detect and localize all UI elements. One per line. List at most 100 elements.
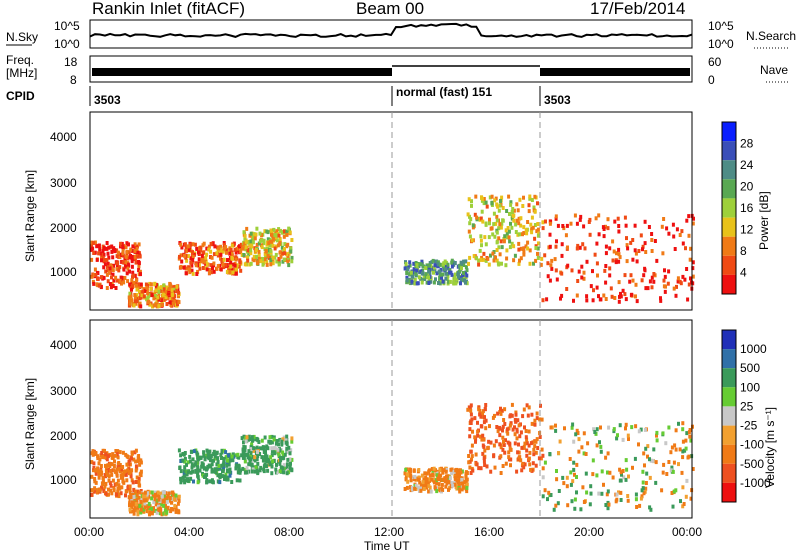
power-cell-6-212 xyxy=(606,217,610,222)
power-cell-1-208 xyxy=(162,283,166,288)
velocity-ytick-2000: 2000 xyxy=(50,429,77,443)
velocity-cell-4-189 xyxy=(431,472,435,477)
power-cell-4-126 xyxy=(448,268,452,273)
power-cell-4-182 xyxy=(419,262,423,267)
velocity-cell-5-91 xyxy=(469,403,473,408)
power-cell-1-215 xyxy=(147,300,151,304)
velocity-cell-5-151 xyxy=(498,433,502,438)
velocity-cell-6-150 xyxy=(685,478,689,483)
velocity-cell-1-213 xyxy=(144,498,148,503)
velocity-cell-0-190 xyxy=(115,452,119,457)
velocity-cell-3-119 xyxy=(254,464,258,469)
power-cell-5-199 xyxy=(522,247,525,251)
velocity-cell-0-195 xyxy=(104,463,107,468)
power-cell-2-86 xyxy=(215,266,219,271)
velocity-cell-4-111 xyxy=(465,489,469,494)
velocity-cell-4-203 xyxy=(438,468,442,473)
power-cell-6-210 xyxy=(609,286,613,291)
velocity-cell-2-90 xyxy=(190,462,194,467)
power-cell-2-87 xyxy=(230,253,234,258)
power-cell-1-207 xyxy=(138,301,142,306)
velocity-cell-1-166 xyxy=(165,500,169,505)
power-cell-0-179 xyxy=(133,254,137,259)
velocity-cell-2-82 xyxy=(179,459,183,463)
power-cell-4-112 xyxy=(444,260,448,265)
velocity-cell-6-24 xyxy=(570,425,574,430)
velocity-cell-2-192 xyxy=(210,469,214,474)
power-cell-4-99 xyxy=(464,265,468,270)
velocity-cell-3-175 xyxy=(270,446,274,451)
power-cell-6-78 xyxy=(618,294,621,299)
power-cell-5-95 xyxy=(505,235,509,240)
power-cell-6-130 xyxy=(626,246,630,251)
velocity-cell-2-146 xyxy=(179,469,183,474)
velocity-cell-2-150 xyxy=(238,470,242,475)
power-cell-5-39 xyxy=(505,248,509,253)
velocity-cell-2-81 xyxy=(204,453,208,458)
velocity-cell-0-164 xyxy=(104,452,108,457)
power-cell-6-178 xyxy=(691,281,695,286)
velocity-cell-6-152 xyxy=(661,431,665,436)
power-cell-3-98 xyxy=(255,226,259,231)
velocity-cell-2-134 xyxy=(205,472,209,477)
power-cell-2-187 xyxy=(182,265,186,270)
velocity-cell-5-101 xyxy=(534,439,538,444)
velocity-cell-0-152 xyxy=(125,478,129,483)
velocity-cell-4-219 xyxy=(442,477,446,482)
velocity-cell-0-111 xyxy=(90,492,94,497)
power-cell-2-150 xyxy=(205,246,209,251)
power-cell-2-177 xyxy=(216,253,220,258)
velocity-cell-6-79 xyxy=(554,428,558,433)
power-cell-2-12 xyxy=(239,268,243,273)
velocity-cell-0-141 xyxy=(117,483,121,488)
power-cell-6-149 xyxy=(566,245,569,250)
velocity-cell-4-215 xyxy=(454,468,458,473)
velocity-cell-2-140 xyxy=(183,465,187,470)
power-cell-5-175 xyxy=(511,207,515,211)
velocity-cell-2-156 xyxy=(225,461,229,466)
power-cell-6-76 xyxy=(550,266,554,271)
velocity-cell-2-203 xyxy=(222,461,226,466)
velocity-cell-5-65 xyxy=(480,437,484,442)
power-cell-6-80 xyxy=(629,240,633,245)
power-cell-1-190 xyxy=(155,298,159,303)
power-cell-5-161 xyxy=(467,229,471,234)
velocity-cell-6-7 xyxy=(592,427,596,432)
power-cell-5-200 xyxy=(466,212,470,217)
power-cell-0-211 xyxy=(131,244,135,249)
velocity-cell-0-140 xyxy=(130,468,134,473)
power-cell-0-199 xyxy=(105,258,109,262)
velocity-cell-6-170 xyxy=(646,444,650,449)
velocity-cell-6-55 xyxy=(566,503,570,508)
power-cell-5-66 xyxy=(521,204,525,208)
velocity-cell-5-163 xyxy=(523,425,526,430)
power-cell-6-98 xyxy=(659,296,662,301)
power-cell-6-96 xyxy=(612,249,616,254)
velocity-cell-5-13 xyxy=(481,411,484,416)
power-cell-4-219 xyxy=(465,268,469,273)
velocity-cell-0-98 xyxy=(102,489,106,494)
power-cell-4-154 xyxy=(444,271,448,276)
velocity-cell-5-126 xyxy=(475,462,479,467)
velocity-cell-1-214 xyxy=(143,505,147,510)
power-cell-3-182 xyxy=(244,245,248,250)
velocity-cell-2-171 xyxy=(208,449,212,454)
noise-right-tick-top: 10^5 xyxy=(708,19,734,33)
power-cell-0-138 xyxy=(117,268,121,273)
velocity-cell-5-23 xyxy=(522,445,526,450)
power-cell-5-178 xyxy=(490,194,494,199)
power-cell-1-149 xyxy=(153,281,157,286)
power-cell-5-4 xyxy=(468,234,472,239)
power-cell-2-24 xyxy=(190,268,194,273)
power-cell-0-196 xyxy=(99,275,103,280)
velocity-cell-3-168 xyxy=(247,449,251,454)
power-colorbar-tick-4: 12 xyxy=(740,223,754,237)
velocity-cell-6-57 xyxy=(620,472,623,477)
power-cell-6-87 xyxy=(554,214,558,219)
velocity-cell-2-200 xyxy=(222,456,226,461)
velocity-cell-5-67 xyxy=(525,437,529,442)
power-cell-0-39 xyxy=(114,286,118,290)
velocity-cell-0-99 xyxy=(126,468,129,473)
velocity-cell-0-136 xyxy=(132,487,136,492)
power-cell-0-59 xyxy=(137,264,141,269)
